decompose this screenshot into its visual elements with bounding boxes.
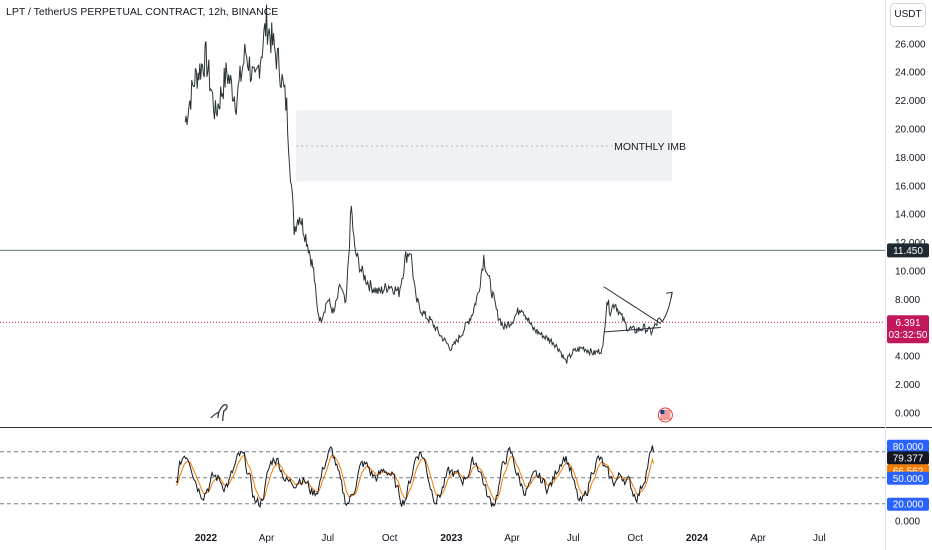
price-tick-label: 18.000 [895,153,926,164]
osc-80-tag [887,439,929,453]
price-tick-label: 14.000 [895,210,926,221]
price-tag-text: 6.391 [895,318,920,329]
price-line-layer [184,4,663,364]
price-tick-label: 16.000 [895,181,926,192]
time-tick-label: 2024 [686,533,709,544]
osc-20-tag [887,497,929,511]
currency-button[interactable]: USDT [890,3,926,27]
osc-k-tag [887,451,929,465]
level-tag [887,243,929,258]
osc-50-tag-text: 50.000 [893,474,924,485]
drawings-layer [210,286,673,423]
time-tick-label: Jul [567,533,580,544]
osc-20-tag-text: 20.000 [893,500,924,511]
price-tick-label: 24.000 [895,68,926,79]
price-tick-label: 26.000 [895,39,926,50]
levels-layer [0,249,885,323]
price-tick-label: 0.000 [895,409,920,420]
osc-50-tag [887,471,929,485]
triangle-upper-trendline [603,286,661,324]
price-tag [887,315,929,344]
time-tick-label: Oct [382,533,398,544]
time-tick-label: 2023 [440,533,463,544]
osc-80-tag-text: 80.000 [893,442,924,453]
level-tag-text: 11.450 [893,246,923,257]
dinosaur-icon[interactable] [210,404,228,421]
price-tick-label: 10.000 [895,267,926,278]
arrow-head-icon [666,291,673,299]
time-tick-label: Apr [750,533,766,544]
triangle-lower-trendline [603,327,661,333]
time-tick-label: Oct [627,533,643,544]
zone-label: MONTHLY IMB [614,141,686,153]
imbalance-zone [296,110,673,182]
us-flag-event-icon[interactable] [657,407,673,423]
flag-canton [660,410,665,414]
zones-layer: MONTHLY IMB [296,110,686,182]
osc-k-tag-text: 79.377 [893,453,924,464]
oscillator-main-line [175,445,655,508]
chart-title: LPT / TetherUS PERPETUAL CONTRACT, 12h, … [6,6,279,18]
price-tick-label: 20.000 [895,125,926,136]
time-tick-label: Apr [259,533,275,544]
time-axis[interactable]: 2022 Apr Jul Oct 2023 Apr Jul Oct 2024 Apr Jul [195,533,826,544]
price-tick-label: 8.000 [895,295,920,306]
price-tags: 11.4506.39103:32:5080.00079.37766.56250.… [887,243,929,511]
time-tick-label: Jul [813,533,826,544]
price-series [184,4,663,364]
price-tag-countdown: 03:32:50 [889,330,928,341]
oscillator-pane [0,445,885,508]
oscillator-signal-line [175,454,655,502]
time-tick-label: Jul [321,533,334,544]
time-tick-label: Apr [504,533,520,544]
oscillator-tick-label: 0.000 [895,517,920,528]
price-tick-label: 22.000 [895,96,926,107]
projection-arrow [661,292,673,323]
price-tick-label: 4.000 [895,352,920,363]
time-tick-label: 2022 [195,533,218,544]
price-tick-label: 2.000 [895,380,920,391]
